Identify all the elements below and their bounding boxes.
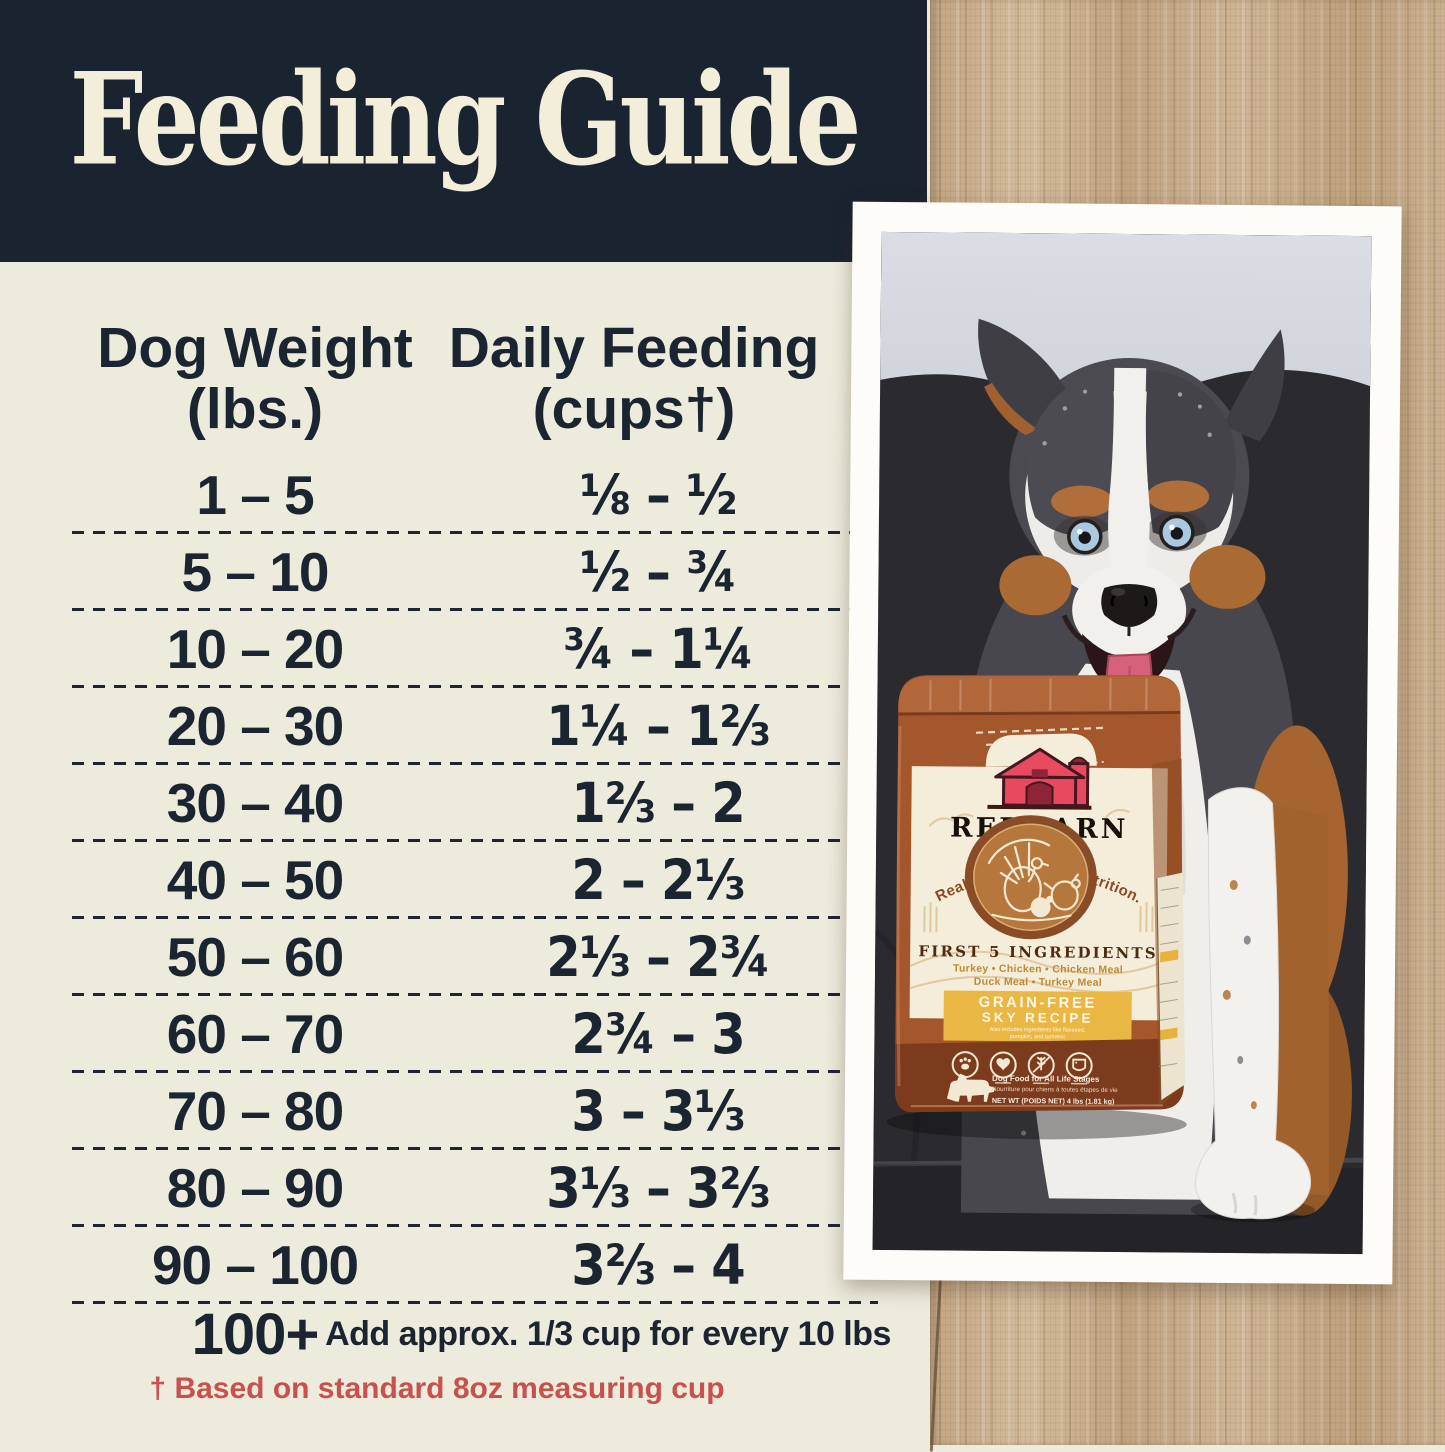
table-row: 90 – 100 3⅔ – 4 bbox=[72, 1226, 878, 1304]
table-row: 80 – 90 3⅓ – 3⅔ bbox=[72, 1149, 878, 1227]
dog-nose bbox=[1101, 584, 1158, 637]
table-row: 1 – 5 ⅛ – ½ bbox=[72, 456, 878, 534]
column-header-feeding: Daily Feeding (cups†) bbox=[448, 316, 820, 441]
table-row: 20 – 30 1¼ – 1⅔ bbox=[72, 687, 878, 765]
bag-side-panel bbox=[1156, 872, 1186, 1101]
dog-front-leg bbox=[1190, 787, 1315, 1223]
dog-left-eye bbox=[1067, 518, 1103, 555]
feeding-value: 2⅓ – 2¾ bbox=[546, 924, 771, 989]
weight-value: 90 – 100 bbox=[151, 1233, 359, 1296]
table-row: 50 – 60 2⅓ – 2¾ bbox=[72, 918, 878, 996]
weight-value: 1 – 5 bbox=[196, 463, 314, 526]
dog-photo-frame: REDBARN Real Poultry. Real Nutrition. bbox=[843, 201, 1402, 1285]
header-band: Feeding Guide bbox=[0, 0, 927, 262]
usa-flag-icon bbox=[1072, 1058, 1087, 1072]
dog-left-ear bbox=[978, 318, 1067, 434]
dog-silhouette-icon bbox=[946, 1073, 995, 1102]
feeding-value: 3⅓ – 3⅔ bbox=[546, 1155, 771, 1220]
ingredients-line2: Duck Meal • Turkey Meal bbox=[974, 976, 1102, 989]
feeding-table: 1 – 5 ⅛ – ½ 5 – 10 ½ – ¾ 10 – 20 ¾ – 1¼ … bbox=[72, 456, 892, 1367]
table-row: 70 – 80 3 – 3⅓ bbox=[72, 1072, 878, 1150]
page-title: Feeding Guide bbox=[69, 44, 861, 195]
table-row-overflow: 100+ Add approx. 1/3 cup for every 10 lb… bbox=[72, 1301, 892, 1367]
poultry-emblem bbox=[964, 815, 1097, 940]
dog-right-eye bbox=[1159, 514, 1195, 551]
weight-value: 60 – 70 bbox=[166, 1002, 345, 1065]
table-row: 5 – 10 ½ – ¾ bbox=[72, 533, 878, 611]
overflow-note: Add approx. 1/3 cup for every 10 lbs bbox=[325, 1314, 891, 1353]
table-row: 10 – 20 ¾ – 1¼ bbox=[72, 610, 878, 688]
ingredients-title: FIRST 5 INGREDIENTS bbox=[918, 942, 1158, 962]
table-row: 40 – 50 2 – 2⅓ bbox=[72, 841, 878, 919]
feeding-guide-panel: Feeding Guide Dog Weight (lbs.) Daily Fe… bbox=[0, 0, 927, 1405]
feeding-value: 1⅔ – 2 bbox=[571, 770, 745, 835]
table-row: 60 – 70 2¾ – 3 bbox=[72, 995, 878, 1073]
footnote: † Based on standard 8oz measuring cup bbox=[149, 1372, 725, 1405]
life-stages-fr-label: Nourriture pour chiens à toutes étapes d… bbox=[992, 1086, 1118, 1094]
feeding-value: 2¾ – 3 bbox=[571, 1001, 745, 1066]
column-header-weight: Dog Weight (lbs.) bbox=[97, 316, 413, 441]
feeding-value: 3 – 3⅓ bbox=[571, 1078, 745, 1143]
dog-photo: REDBARN Real Poultry. Real Nutrition. bbox=[872, 231, 1372, 1255]
weight-value: 20 – 30 bbox=[166, 694, 345, 757]
feeding-value: 1¼ – 1⅔ bbox=[546, 693, 771, 758]
weight-value: 100+ bbox=[191, 1301, 320, 1367]
recipe-line1: GRAIN-FREE bbox=[978, 994, 1096, 1012]
weight-value: 5 – 10 bbox=[181, 540, 330, 603]
recipe-note-line2: pumpkin, and turmeric bbox=[1010, 1034, 1066, 1040]
table-row: 30 – 40 1⅔ – 2 bbox=[72, 764, 878, 842]
weight-value: 10 – 20 bbox=[166, 617, 345, 680]
weight-value: 80 – 90 bbox=[166, 1156, 345, 1219]
weight-value: 70 – 80 bbox=[166, 1079, 345, 1142]
feeding-value: 2 – 2⅓ bbox=[571, 847, 745, 912]
recipe-line2: SKY RECIPE bbox=[982, 1010, 1094, 1026]
dog-food-bag: REDBARN Real Poultry. Real Nutrition. bbox=[894, 675, 1186, 1113]
weight-value: 50 – 60 bbox=[166, 925, 345, 988]
life-stages-label: Dog Food for All Life Stages bbox=[992, 1074, 1100, 1084]
table-column-headers: Dog Weight (lbs.) Daily Feeding (cups†) bbox=[72, 318, 878, 440]
feeding-value: ½ – ¾ bbox=[579, 539, 738, 604]
weight-value: 30 – 40 bbox=[166, 771, 345, 834]
dog-right-ear bbox=[1223, 329, 1285, 442]
no-grain-icon bbox=[1032, 1056, 1050, 1073]
recipe-banner: GRAIN-FREE SKY RECIPE Also includes ingr… bbox=[943, 990, 1132, 1043]
redbarn-logo bbox=[987, 747, 1092, 810]
ingredients-line1: Turkey • Chicken • Chicken Meal bbox=[953, 963, 1123, 976]
net-weight-label: NET WT (POIDS NET) 4 lbs (1.81 kg) bbox=[992, 1096, 1115, 1106]
feeding-value: ⅛ – ½ bbox=[579, 462, 738, 527]
farm-field-art bbox=[909, 809, 1167, 993]
paw-icon bbox=[959, 1057, 971, 1070]
weight-value: 40 – 50 bbox=[166, 848, 345, 911]
feeding-value: ¾ – 1¼ bbox=[562, 616, 754, 681]
feeding-value: 3⅔ – 4 bbox=[571, 1232, 745, 1297]
recipe-note-line1: Also includes ingredients like flaxseed, bbox=[990, 1027, 1086, 1034]
heart-icon bbox=[996, 1058, 1010, 1071]
